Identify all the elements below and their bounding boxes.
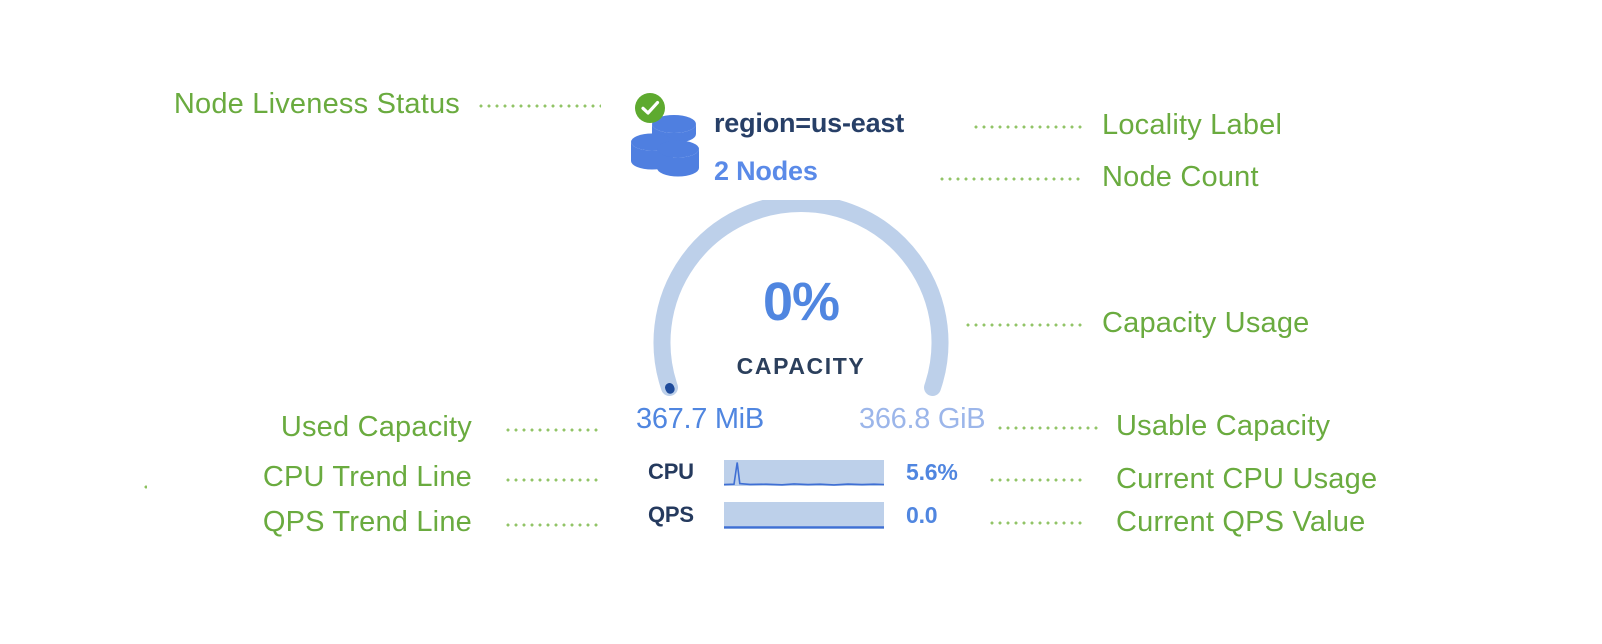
green-check-circle-icon xyxy=(635,93,665,123)
annotation-locality-label: Locality Label xyxy=(1102,109,1283,141)
annotation-node-count: Node Count xyxy=(1102,161,1259,193)
leader-current-cpu xyxy=(988,478,1086,482)
qps-metric-label: QPS xyxy=(648,502,694,527)
usable-capacity-value: 366.8 GiB xyxy=(859,403,986,435)
leader-usable-capacity xyxy=(996,426,1098,430)
annotation-usable-capacity: Usable Capacity xyxy=(1116,410,1331,442)
gauge-percent-value: 0% xyxy=(762,272,840,332)
cpu-sparkline xyxy=(724,460,884,486)
metric-row-qps: QPS 0.0 xyxy=(648,499,988,529)
qps-metric-value: 0.0 xyxy=(906,502,938,528)
leader-capacity-usage xyxy=(964,323,1084,327)
cpu-metric-label: CPU xyxy=(648,459,694,484)
annotation-node-liveness-status: Node Liveness Status xyxy=(173,88,460,120)
leader-current-qps xyxy=(988,521,1086,525)
leader-node-count xyxy=(938,177,1084,181)
capacity-gauge xyxy=(653,200,949,396)
qps-sparkline xyxy=(724,502,884,529)
annotation-current-qps-value: Current QPS Value xyxy=(1116,506,1366,538)
annotation-cpu-trend-line: CPU Trend Line xyxy=(262,461,472,493)
gauge-fill xyxy=(665,383,675,394)
locality-label: region=us-east xyxy=(714,108,905,138)
cpu-metric-value: 5.6% xyxy=(906,459,958,485)
metric-row-cpu: CPU 5.6% xyxy=(648,456,988,486)
node-count-label: 2 Nodes xyxy=(714,156,818,186)
leader-locality xyxy=(972,125,1084,129)
gauge-track xyxy=(653,200,949,396)
leader-node-liveness xyxy=(477,104,601,108)
leader-used-capacity xyxy=(504,428,600,432)
database-stack-icon xyxy=(631,115,699,177)
stray-dot-mark xyxy=(142,485,147,489)
annotation-capacity-usage: Capacity Usage xyxy=(1102,307,1310,339)
gauge-caption: CAPACITY xyxy=(736,353,866,379)
used-capacity-value: 367.7 MiB xyxy=(636,403,764,435)
leader-cpu-trend xyxy=(504,478,600,482)
annotation-used-capacity: Used Capacity xyxy=(280,411,472,443)
annotation-current-cpu-usage: Current CPU Usage xyxy=(1116,463,1378,495)
node-icon-group xyxy=(628,92,708,182)
leader-qps-trend xyxy=(504,523,600,527)
annotation-qps-trend-line: QPS Trend Line xyxy=(262,506,472,538)
